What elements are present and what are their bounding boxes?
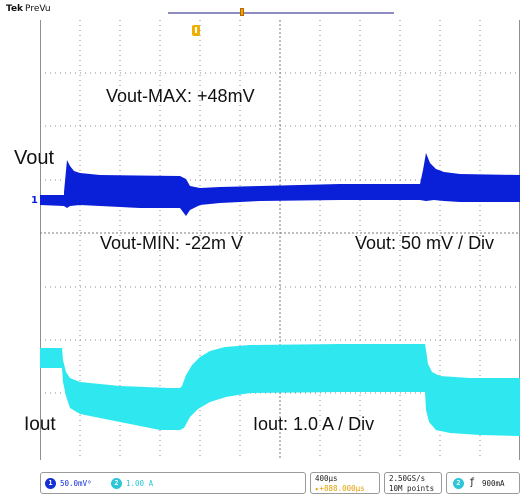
- status-bar: 1 50.0mV⁰ 2 1.00 A 400µs ▸+888.000µs 2.5…: [40, 472, 520, 496]
- iout-label: Iout: [24, 414, 56, 435]
- brand-name: Tek: [6, 4, 24, 14]
- trigger-slope-icon: ƒ: [469, 477, 476, 488]
- brand-label: Tek PreVu: [6, 4, 51, 14]
- trigger-position-marker-icon[interactable]: [240, 8, 244, 16]
- iout-scale-annotation: Iout: 1.0 A / Div: [253, 414, 375, 434]
- channel-2-scale[interactable]: 1.00 A: [126, 479, 154, 488]
- trigger-source-badge: 2: [453, 478, 464, 489]
- timebase-box[interactable]: 400µs ▸+888.000µs: [310, 472, 380, 494]
- vout-trace: [40, 153, 520, 216]
- acquisition-mode: PreVu: [25, 4, 51, 14]
- acquisition-box[interactable]: 2.50GS/s 10M points: [384, 472, 442, 494]
- vout-min-annotation: Vout-MIN: -22m V: [100, 233, 244, 253]
- vout-scale-annotation: Vout: 50 mV / Div: [355, 233, 495, 253]
- record-length: 10M points: [389, 484, 435, 493]
- scope-display: [40, 20, 520, 460]
- timebase-scale: 400µs: [315, 474, 338, 483]
- record-view-bar: [168, 12, 394, 14]
- vout-label: Vout: [14, 147, 55, 169]
- graticule: [40, 20, 520, 460]
- iout-trace: [40, 344, 520, 436]
- channel-1-ground-marker-icon[interactable]: 1: [31, 195, 38, 206]
- vout-max-annotation: Vout-MAX: +48mV: [106, 86, 255, 106]
- trigger-position-indicator-icon[interactable]: [192, 25, 200, 36]
- channel-settings-box[interactable]: 1 50.0mV⁰ 2 1.00 A: [40, 472, 306, 494]
- waveform-plot: [40, 20, 520, 460]
- scope-header: Tek PreVu: [0, 0, 524, 22]
- channel-1-scale[interactable]: 50.0mV⁰: [60, 479, 92, 488]
- horizontal-offset: ▸+888.000µs: [315, 484, 365, 493]
- trigger-level: 900mA: [482, 479, 505, 488]
- sample-rate: 2.50GS/s: [389, 474, 426, 483]
- channel-1-badge[interactable]: 1: [45, 478, 56, 489]
- trigger-box[interactable]: 2 ƒ 900mA: [446, 472, 520, 494]
- channel-2-badge[interactable]: 2: [111, 478, 122, 489]
